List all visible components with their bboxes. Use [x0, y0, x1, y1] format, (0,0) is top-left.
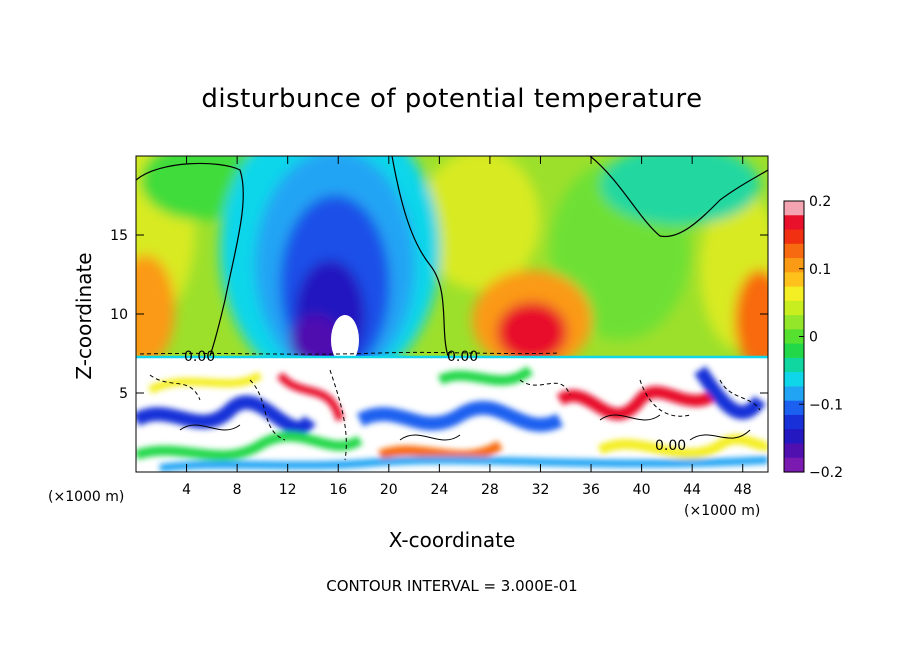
colorbar-swatch — [784, 258, 804, 273]
bl-swirl-1 — [136, 395, 316, 435]
field-right-orange — [735, 270, 768, 370]
x-tick-label: 8 — [233, 482, 242, 498]
x-axis-unit-label: (×1000 m) — [684, 503, 761, 519]
heatmap-field — [136, 156, 768, 390]
bl-swirl-4 — [356, 400, 564, 432]
colorbar-swatch — [784, 315, 804, 330]
contour-label-2: 0.00 — [447, 349, 478, 365]
x-tick-label: 16 — [329, 482, 347, 498]
field-purple-core — [290, 315, 340, 365]
contour-line-1 — [136, 162, 244, 357]
x-tick-label: 32 — [532, 482, 550, 498]
colorbar-swatch — [784, 300, 804, 316]
chart-title: disturbunce of potential temperature — [201, 84, 703, 114]
x-tick-label: 20 — [380, 482, 398, 498]
bl-swirl-9 — [694, 366, 766, 420]
colorbar-tick-label: 0.2 — [809, 194, 831, 210]
y-axis-label: Z-coordinate — [72, 252, 96, 380]
bl-swirl-3 — [148, 371, 263, 394]
colorbar-swatch — [784, 386, 804, 402]
colorbar-tick-label: −0.2 — [809, 465, 843, 481]
y-axis: 5 10 15 — [110, 228, 768, 402]
x-tick-label: 40 — [633, 482, 651, 498]
contour-line-2 — [391, 156, 449, 357]
colorbar-swatch — [784, 272, 804, 288]
y-axis-unit-label: (×1000 m) — [48, 489, 125, 505]
colorbar: 0.2 0.1 0 −0.1 −0.2 — [783, 194, 843, 481]
colorbar-swatch — [784, 372, 804, 388]
x-tick-label: 12 — [279, 482, 297, 498]
inversion-dashed-contour — [139, 351, 561, 355]
x-tick-label: 48 — [734, 482, 752, 498]
bl-swirl-10 — [276, 372, 344, 422]
x-axis: 4 8 12 16 20 24 28 32 36 40 44 48 — [182, 156, 752, 498]
y-tick-label: 5 — [119, 386, 128, 402]
contour-line-3 — [589, 156, 768, 238]
bl-swirl-11 — [159, 456, 768, 472]
colorbar-swatch — [784, 343, 804, 359]
colorbar-swatch — [784, 414, 804, 430]
colorbar-swatch — [784, 357, 804, 373]
field-cyanish-top-right — [600, 156, 760, 225]
x-tick-label: 44 — [683, 482, 701, 498]
bl-swirl-6 — [437, 365, 534, 386]
colorbar-swatch — [784, 201, 804, 216]
colorbar-swatch — [784, 243, 804, 259]
contour-label-3: 0.00 — [655, 438, 686, 454]
bl-swirl-7 — [556, 385, 725, 420]
colorbar-swatch — [784, 229, 804, 245]
bl-dashed-contours — [149, 369, 761, 461]
y-tick-label: 10 — [110, 307, 128, 323]
colorbar-swatch — [784, 400, 804, 416]
colorbar-swatch — [784, 443, 804, 459]
x-axis-label: X-coordinate — [388, 528, 516, 552]
boundary-layer: 0.00 — [136, 358, 768, 472]
y-tick-label: 15 — [110, 228, 128, 244]
x-tick-label: 24 — [430, 482, 448, 498]
colorbar-tick-label: 0.1 — [809, 262, 831, 278]
bl-swirl-2 — [136, 431, 363, 461]
bl-swirl-5 — [378, 440, 503, 461]
field-white-spot — [331, 315, 359, 365]
x-tick-label: 4 — [182, 482, 191, 498]
contour-interval-note: CONTOUR INTERVAL = 3.000E-01 — [326, 577, 578, 595]
field-red-lobe — [497, 302, 567, 362]
bl-swirl-8 — [597, 434, 768, 459]
colorbar-tick-label: 0 — [809, 330, 818, 346]
bl-solid-contours — [179, 414, 751, 441]
colorbar-swatch — [784, 329, 804, 345]
colorbar-tick-label: −0.1 — [809, 397, 843, 413]
colorbar-swatch — [784, 457, 804, 473]
x-tick-label: 28 — [481, 482, 499, 498]
contour-label-1: 0.00 — [184, 349, 215, 365]
field-left-orange — [136, 255, 175, 365]
field-band-mid — [420, 156, 540, 290]
colorbar-swatch — [784, 429, 804, 445]
colorbar-swatch — [784, 286, 804, 302]
colorbar-swatch — [784, 215, 804, 231]
x-tick-label: 36 — [582, 482, 600, 498]
